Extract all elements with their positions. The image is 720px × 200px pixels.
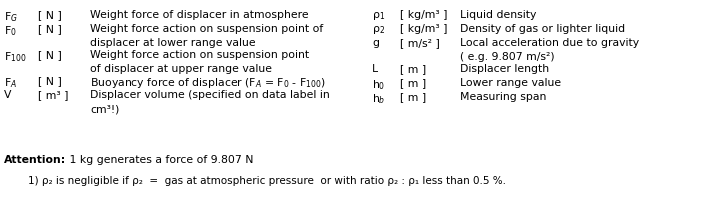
Text: 1) ρ₂ is negligible if ρ₂  =  gas at atmospheric pressure  or with ratio ρ₂ : ρ₁: 1) ρ₂ is negligible if ρ₂ = gas at atmos… [28,176,506,186]
Text: F$_{100}$: F$_{100}$ [4,50,27,64]
Text: cm³!): cm³!) [90,104,120,114]
Text: F$_0$: F$_0$ [4,24,17,38]
Text: [ m ]: [ m ] [400,92,426,102]
Text: Weight force of displacer in atmosphere: Weight force of displacer in atmosphere [90,10,309,20]
Text: [ N ]: [ N ] [38,50,62,60]
Text: Buoyancy force of displacer (F$_A$ = F$_0$ - F$_{100}$): Buoyancy force of displacer (F$_A$ = F$_… [90,76,325,90]
Text: [ m ]: [ m ] [400,64,426,74]
Text: [ m/s² ]: [ m/s² ] [400,38,440,48]
Text: h$_0$: h$_0$ [372,78,385,92]
Text: Displacer length: Displacer length [460,64,549,74]
Text: Attention:: Attention: [4,155,66,165]
Text: 1 kg generates a force of 9.807 N: 1 kg generates a force of 9.807 N [66,155,253,165]
Text: ( e.g. 9.807 m/s²): ( e.g. 9.807 m/s²) [460,52,554,62]
Text: displacer at lower range value: displacer at lower range value [90,38,256,48]
Text: F$_A$: F$_A$ [4,76,17,90]
Text: L: L [372,64,378,74]
Text: Lower range value: Lower range value [460,78,561,88]
Text: Weight force action on suspension point of: Weight force action on suspension point … [90,24,323,34]
Text: Weight force action on suspension point: Weight force action on suspension point [90,50,309,60]
Text: [ N ]: [ N ] [38,10,62,20]
Text: [ N ]: [ N ] [38,24,62,34]
Text: ρ$_2$: ρ$_2$ [372,24,385,36]
Text: g: g [372,38,379,48]
Text: F$_G$: F$_G$ [4,10,18,24]
Text: [ kg/m³ ]: [ kg/m³ ] [400,10,448,20]
Text: Liquid density: Liquid density [460,10,536,20]
Text: of displacer at upper range value: of displacer at upper range value [90,64,272,74]
Text: Local acceleration due to gravity: Local acceleration due to gravity [460,38,639,48]
Text: Measuring span: Measuring span [460,92,546,102]
Text: [ m ]: [ m ] [400,78,426,88]
Text: h$_b$: h$_b$ [372,92,385,106]
Text: V: V [4,90,12,100]
Text: [ m³ ]: [ m³ ] [38,90,68,100]
Text: ρ$_1$: ρ$_1$ [372,10,385,22]
Text: [ N ]: [ N ] [38,76,62,86]
Text: Density of gas or lighter liquid: Density of gas or lighter liquid [460,24,625,34]
Text: Displacer volume (specified on data label in: Displacer volume (specified on data labe… [90,90,330,100]
Text: [ kg/m³ ]: [ kg/m³ ] [400,24,448,34]
